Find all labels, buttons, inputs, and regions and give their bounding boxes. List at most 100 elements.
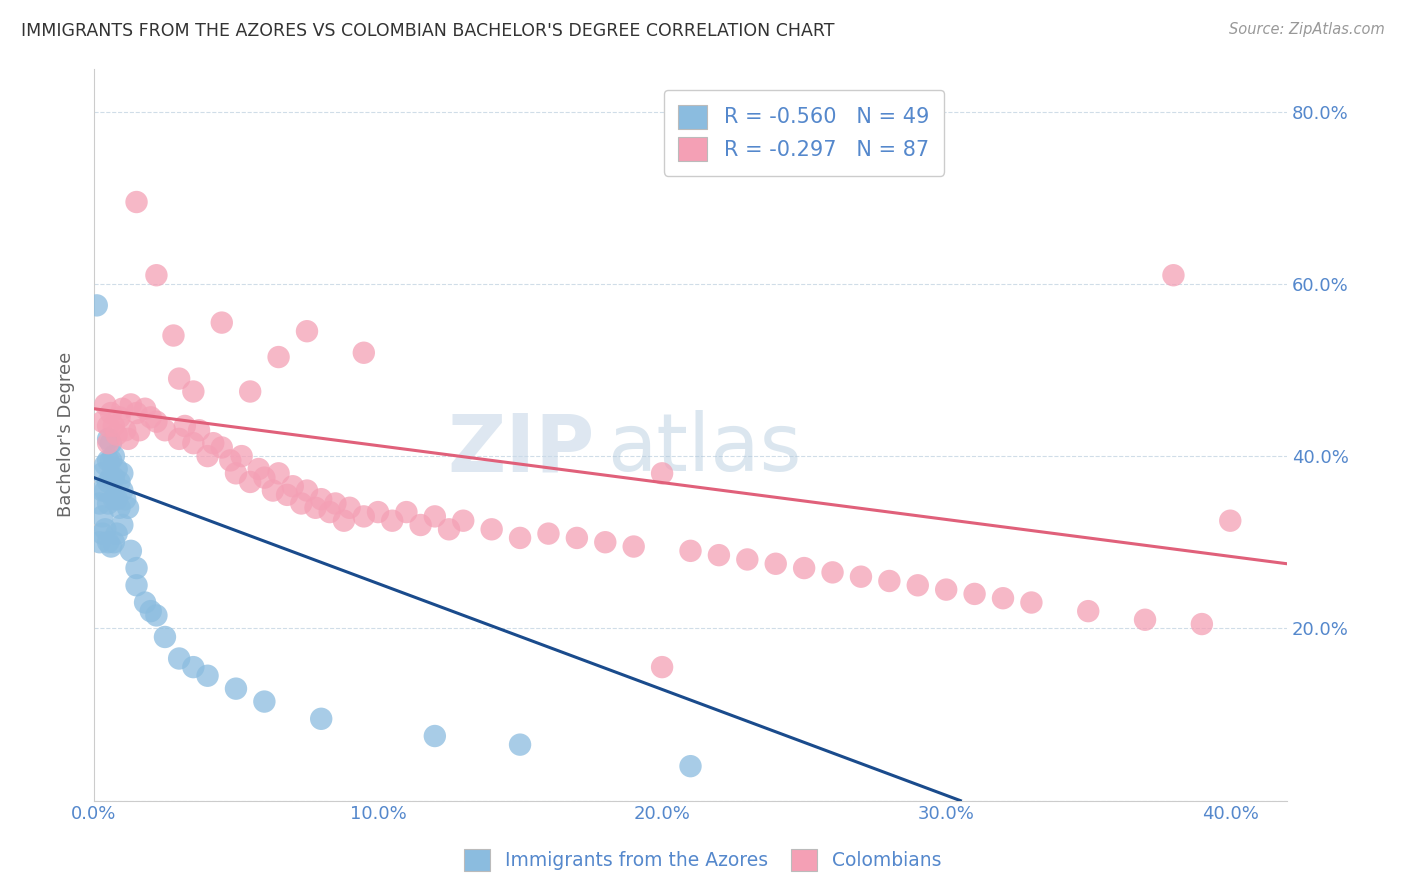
Point [139,410,162,425]
Legend: R = -0.560   N = 49, R = -0.297   N = 87: R = -0.560 N = 49, R = -0.297 N = 87 [664,90,943,176]
Point [821,566,844,580]
Point [679,759,702,773]
Point [94,458,117,472]
Point [1219,514,1241,528]
Point [134,401,156,416]
Point [97,453,120,467]
Point [262,483,284,498]
Point [267,467,290,481]
Text: ZIP: ZIP [447,410,595,488]
Point [86,298,108,312]
Point [111,401,134,416]
Point [108,500,131,515]
Point [253,695,276,709]
Point [339,500,361,515]
Point [309,492,332,507]
Point [963,587,986,601]
Point [111,467,134,481]
Point [108,475,131,489]
Point [225,467,247,481]
Point [117,500,139,515]
Text: Source: ZipAtlas.com: Source: ZipAtlas.com [1229,22,1385,37]
Point [100,406,122,420]
Point [325,496,347,510]
Point [108,410,131,425]
Point [183,436,205,450]
Point [139,604,162,618]
Point [304,500,326,515]
Point [103,535,125,549]
Point [111,483,134,498]
Point [91,509,114,524]
Point [707,548,730,562]
Point [679,544,702,558]
Point [91,526,114,541]
Point [225,681,247,696]
Point [1077,604,1099,618]
Point [353,345,375,359]
Point [100,540,122,554]
Text: IMMIGRANTS FROM THE AZORES VS COLOMBIAN BACHELOR'S DEGREE CORRELATION CHART: IMMIGRANTS FROM THE AZORES VS COLOMBIAN … [21,22,835,40]
Point [353,509,375,524]
Point [134,595,156,609]
Point [211,316,233,330]
Point [97,419,120,434]
Point [537,526,560,541]
Point [239,384,262,399]
Point [183,660,205,674]
Point [162,328,184,343]
Point [437,522,460,536]
Point [253,470,276,484]
Point [219,453,242,467]
Point [849,570,872,584]
Point [281,479,304,493]
Point [793,561,815,575]
Point [89,496,111,510]
Point [114,423,136,437]
Point [103,449,125,463]
Point [276,488,298,502]
Point [105,427,128,442]
Point [167,371,190,385]
Point [737,552,759,566]
Point [295,483,318,498]
Point [409,518,432,533]
Point [167,651,190,665]
Point [167,432,190,446]
Point [173,419,195,434]
Point [153,630,176,644]
Point [145,268,167,283]
Point [153,423,176,437]
Point [183,384,205,399]
Point [593,535,616,549]
Point [509,738,531,752]
Point [100,436,122,450]
Point [367,505,389,519]
Point [765,557,787,571]
Point [935,582,957,597]
Point [1191,617,1213,632]
Point [103,419,125,434]
Point [125,578,148,592]
Point [651,660,673,674]
Point [231,449,253,463]
Point [333,514,356,528]
Point [91,415,114,429]
Point [125,406,148,420]
Point [125,561,148,575]
Point [94,483,117,498]
Point [111,518,134,533]
Point [509,531,531,545]
Point [423,509,446,524]
Point [97,432,120,446]
Point [145,415,167,429]
Point [89,535,111,549]
Legend: Immigrants from the Azores, Colombians: Immigrants from the Azores, Colombians [457,841,949,878]
Point [202,436,225,450]
Point [120,397,142,411]
Y-axis label: Bachelor's Degree: Bachelor's Degree [58,352,75,517]
Point [395,505,418,519]
Point [94,522,117,536]
Point [319,505,342,519]
Point [309,712,332,726]
